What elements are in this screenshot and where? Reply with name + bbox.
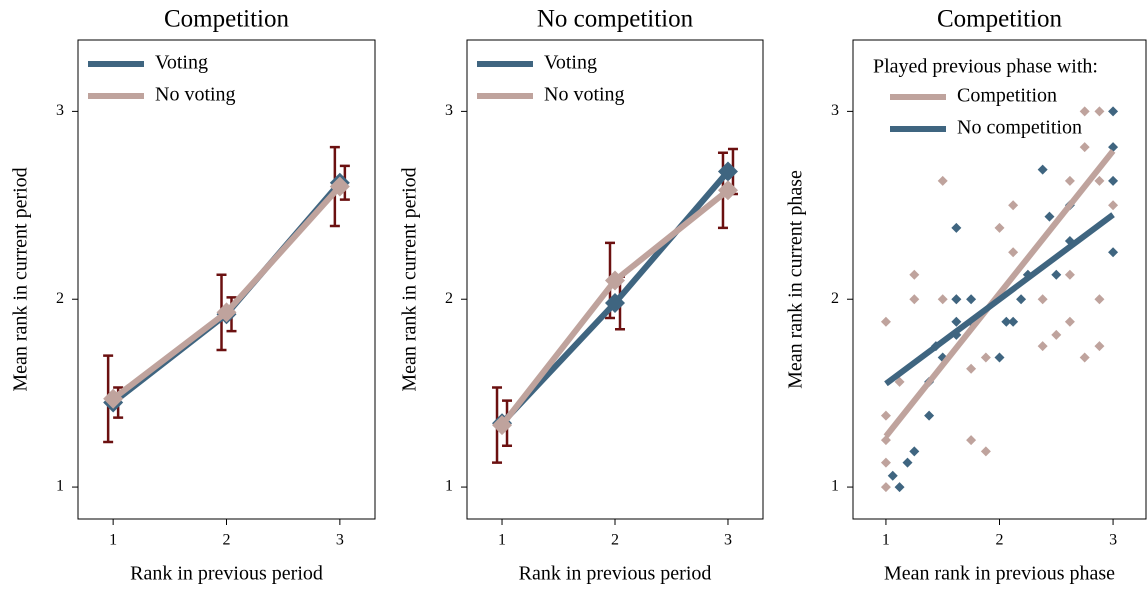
point [966,363,977,374]
y-axis-title: Mean rank in current phase [785,170,807,389]
x-tick-label: 3 [336,532,344,549]
legend-label: Voting [155,52,208,74]
x-tick-label: 3 [724,532,732,549]
point [966,294,977,305]
marker [329,176,350,197]
point [1008,247,1019,258]
marker [717,161,738,182]
point [1108,106,1119,117]
point [1108,247,1119,258]
y-axis-title: Mean rank in current period [399,167,421,391]
point [1094,106,1105,117]
y-tick-label: 1 [831,478,839,495]
point [1008,200,1019,211]
x-tick-label: 3 [1109,532,1117,549]
marker [492,415,513,436]
marker [216,302,237,323]
point [1079,106,1090,117]
point [1001,316,1012,327]
x-tick-label: 2 [611,532,619,549]
y-tick-label: 2 [445,290,453,307]
point [994,222,1005,233]
y-tick-label: 3 [445,102,453,119]
y-tick-label: 3 [56,102,64,119]
point [937,175,948,186]
chart-title: No competition [537,6,694,33]
y-tick-label: 1 [445,478,453,495]
point [909,446,920,457]
point [1064,316,1075,327]
chart-title: Competition [937,6,1063,33]
marker [103,388,124,409]
point [880,410,891,421]
point [909,294,920,305]
point [909,269,920,280]
y-axis-title: Mean rank in current period [10,167,32,391]
point [1064,269,1075,280]
point [1016,294,1027,305]
point [1037,294,1048,305]
x-tick-label: 1 [498,532,506,549]
y-tick-label: 3 [831,102,839,119]
point [951,222,962,233]
point [1051,269,1062,280]
point [1008,316,1019,327]
x-tick-label: 2 [996,532,1004,549]
y-tick-label: 1 [56,478,64,495]
point [1079,142,1090,153]
x-axis-title: Rank in previous period [130,563,323,585]
point [1079,352,1090,363]
point [1064,175,1075,186]
point [1094,294,1105,305]
point [951,294,962,305]
point [880,457,891,468]
point [894,482,905,493]
marker [717,180,738,201]
point [1094,341,1105,352]
point [902,457,913,468]
fit-line [883,148,1116,439]
point [951,316,962,327]
point [924,410,935,421]
point [887,470,898,481]
point [994,352,1005,363]
point [980,352,991,363]
x-tick-label: 2 [223,532,231,549]
point [1108,175,1119,186]
fit-line [884,212,1115,387]
marker [605,292,625,313]
marker [605,270,625,291]
y-tick-label: 2 [56,290,64,307]
point [1044,211,1055,222]
chart-title: Competition [164,6,290,33]
plot-frame [77,39,376,520]
legend-label: No voting [155,84,236,106]
point [880,482,891,493]
legend-label: No voting [544,84,625,106]
x-tick-label: 1 [109,532,117,549]
y-tick-label: 2 [831,290,839,307]
point [1037,341,1048,352]
point [937,294,948,305]
legend-label: Voting [544,52,597,74]
legend-title: Played previous phase with: [873,56,1098,78]
point [1051,329,1062,340]
x-axis-title: Mean rank in previous phase [884,563,1115,585]
x-axis-title: Rank in previous period [519,563,712,585]
x-tick-label: 1 [882,532,890,549]
point [980,446,991,457]
point [880,316,891,327]
point [1094,175,1105,186]
point [894,376,905,387]
point [1108,200,1119,211]
legend-label: No competition [957,117,1082,139]
legend-label: Competition [957,85,1057,107]
point [966,435,977,446]
point [1037,164,1048,175]
